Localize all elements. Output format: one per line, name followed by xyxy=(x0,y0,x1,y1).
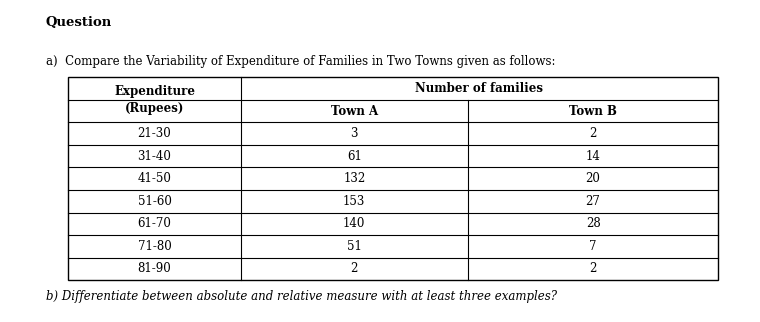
Text: 20: 20 xyxy=(586,172,600,185)
Text: 2: 2 xyxy=(350,262,358,275)
Text: 132: 132 xyxy=(344,172,366,185)
Text: 21-30: 21-30 xyxy=(138,127,171,140)
Text: 41-50: 41-50 xyxy=(138,172,172,185)
Text: 7: 7 xyxy=(589,240,597,253)
Text: Expenditure
(Rupees): Expenditure (Rupees) xyxy=(114,85,195,115)
Text: 31-40: 31-40 xyxy=(138,150,172,163)
Text: Town B: Town B xyxy=(569,105,617,118)
Text: a)  Compare the Variability of Expenditure of Families in Two Towns given as fol: a) Compare the Variability of Expenditur… xyxy=(46,55,555,68)
Text: 27: 27 xyxy=(586,195,600,208)
Text: 81-90: 81-90 xyxy=(138,262,171,275)
Bar xyxy=(68,77,718,280)
Text: 51: 51 xyxy=(347,240,362,253)
Text: Question: Question xyxy=(46,16,112,29)
Text: 3: 3 xyxy=(350,127,358,140)
Text: 153: 153 xyxy=(343,195,366,208)
Text: Number of families: Number of families xyxy=(416,82,543,95)
Text: 51-60: 51-60 xyxy=(138,195,172,208)
Text: 2: 2 xyxy=(590,127,597,140)
Text: 61-70: 61-70 xyxy=(138,217,172,230)
Text: 28: 28 xyxy=(586,217,600,230)
Text: 71-80: 71-80 xyxy=(138,240,171,253)
Text: Town A: Town A xyxy=(331,105,378,118)
Text: 140: 140 xyxy=(343,217,366,230)
Text: b) Differentiate between absolute and relative measure with at least three examp: b) Differentiate between absolute and re… xyxy=(46,290,556,303)
Text: 2: 2 xyxy=(590,262,597,275)
Text: 14: 14 xyxy=(586,150,600,163)
Text: 61: 61 xyxy=(347,150,362,163)
